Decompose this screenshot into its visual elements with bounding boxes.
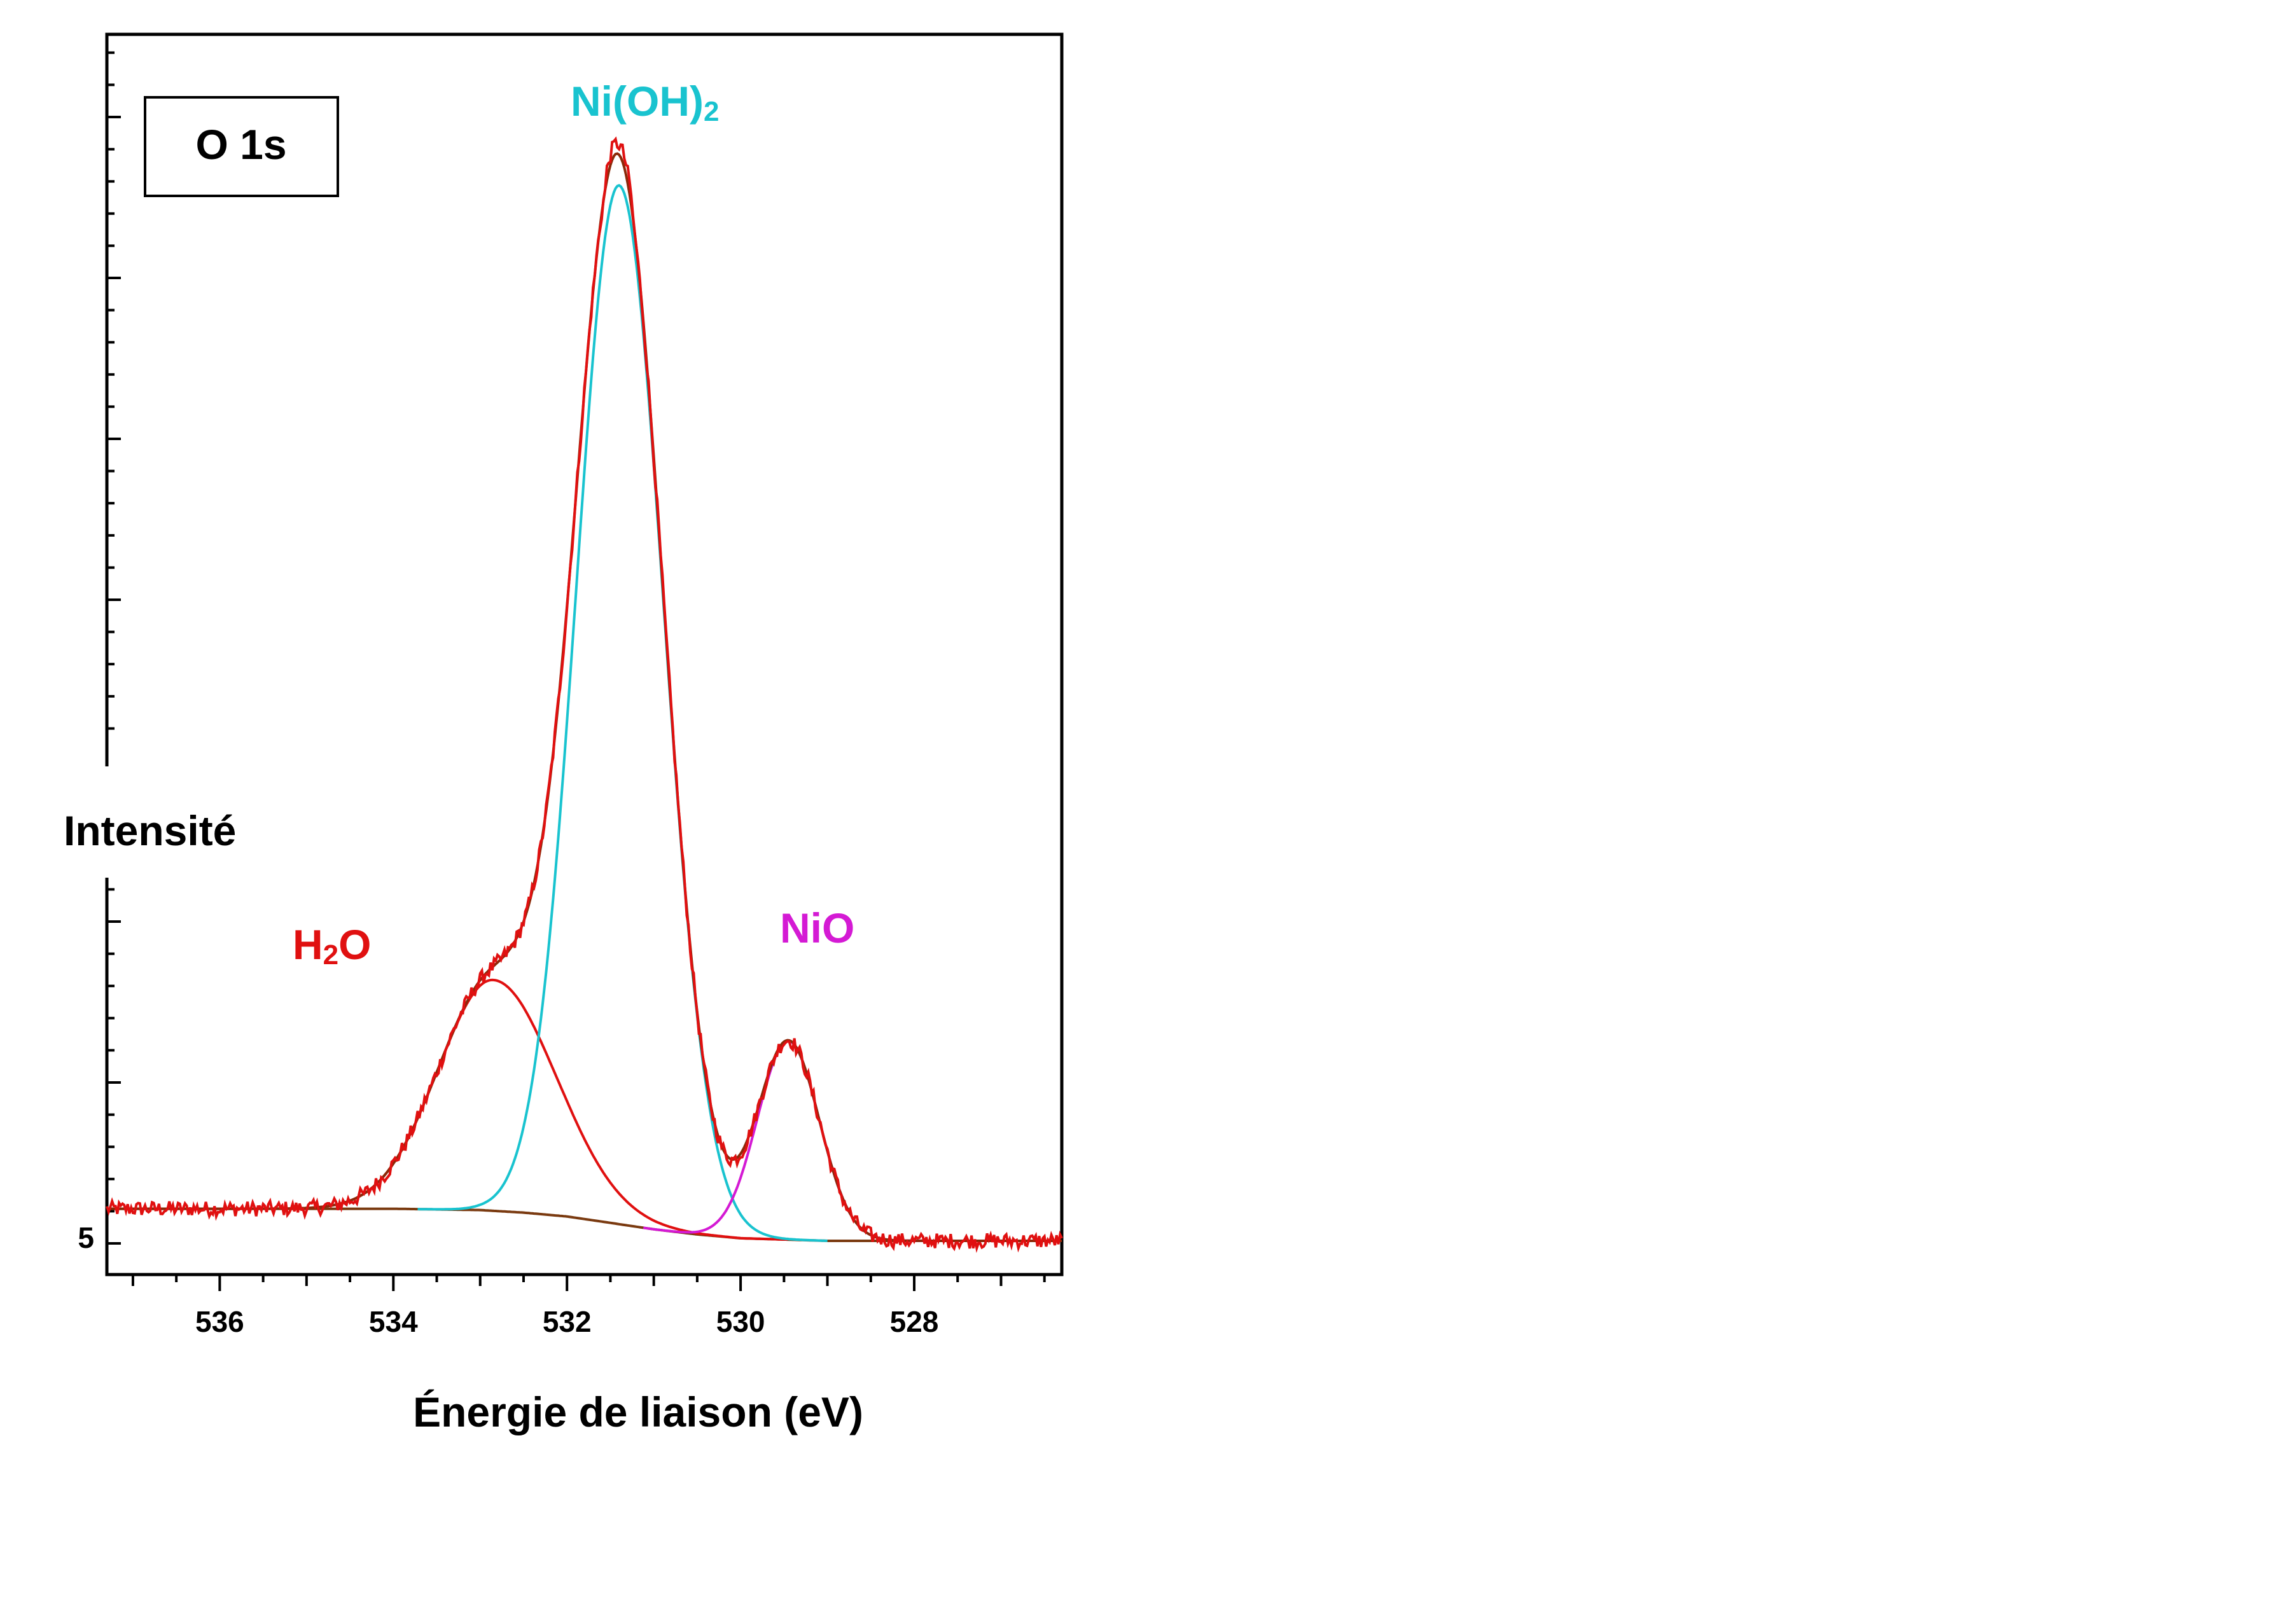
nio-component-line <box>643 1039 933 1242</box>
x-axis-title: Énergie de liaison (eV) <box>413 1388 863 1435</box>
x-tick-label: 530 <box>716 1305 765 1338</box>
peak-label-nio: NiO <box>780 904 854 951</box>
y-axis-title: Intensité <box>64 807 236 854</box>
x-axis-ticks: 536 534 532 530 528 <box>131 1275 1046 1338</box>
y-axis-ticks <box>107 51 121 1245</box>
envelope-line <box>107 152 1062 1242</box>
peak-label-h2o: H2O <box>293 921 372 971</box>
x-tick-label: 534 <box>369 1305 418 1338</box>
series-layer <box>106 136 1063 1254</box>
nioh2-component-line <box>417 184 828 1242</box>
y-tick-label: 5 <box>78 1221 94 1254</box>
experimental-line <box>106 136 1063 1254</box>
x-tick-label: 532 <box>543 1305 592 1338</box>
y-axis-title-gap <box>95 766 121 878</box>
region-label: O 1s <box>195 121 286 168</box>
x-tick-label: 536 <box>195 1305 244 1338</box>
region-label-box <box>144 96 339 197</box>
plot-frame <box>105 32 1064 1276</box>
peak-label-nioh2: Ni(OH)2 <box>571 78 719 127</box>
x-tick-label: 528 <box>890 1305 939 1338</box>
